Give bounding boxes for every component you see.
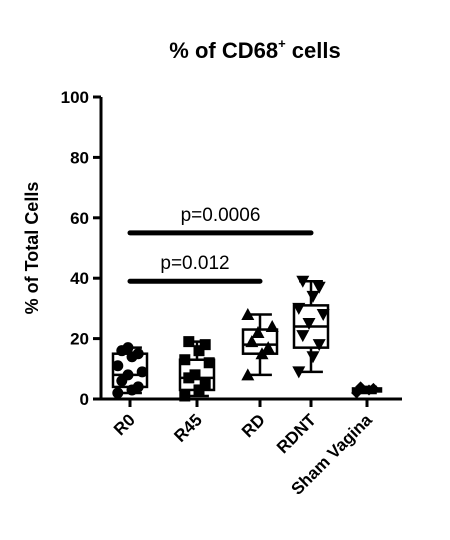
box-group-r45 — [178, 336, 216, 402]
category-label-rd: RD — [238, 410, 269, 441]
data-point — [265, 320, 279, 333]
y-tick-label-0: 0 — [80, 390, 89, 409]
category-label-rdnt: RDNT — [273, 410, 320, 457]
y-tick-label-100: 100 — [61, 88, 89, 107]
data-point — [367, 382, 379, 394]
data-point — [292, 366, 306, 379]
data-point — [136, 366, 148, 378]
y-tick-label-20: 20 — [70, 330, 89, 349]
data-point — [302, 318, 316, 330]
axes: 0 20 40 60 80 100 — [61, 88, 402, 409]
data-point — [241, 307, 255, 320]
data-point — [355, 381, 367, 393]
data-point — [199, 378, 211, 390]
data-point — [296, 275, 310, 288]
box-group-rd — [241, 307, 279, 381]
p-value-label-0: p=0.0006 — [181, 205, 261, 226]
box-group-r0 — [111, 342, 149, 399]
data-point — [132, 381, 144, 393]
data-point — [261, 341, 275, 354]
y-tick-label-60: 60 — [70, 209, 89, 228]
data-point — [306, 351, 320, 364]
data-point — [241, 368, 255, 381]
data-point — [251, 326, 265, 339]
data-point — [193, 345, 205, 357]
data-point — [183, 372, 195, 384]
significance-annotations: p=0.0006 p=0.012 — [127, 205, 314, 284]
y-tick-label-80: 80 — [70, 148, 89, 167]
p-value-label-1: p=0.012 — [160, 253, 229, 274]
chart-title: % of CD68+ cells — [169, 36, 340, 63]
data-point — [203, 357, 215, 369]
data-point — [189, 369, 201, 381]
data-point — [292, 302, 306, 315]
data-point — [193, 384, 205, 396]
box-group-rdnt — [292, 275, 330, 379]
category-label-r0: R0 — [110, 410, 139, 439]
data-point — [312, 281, 326, 294]
data-point — [312, 339, 326, 352]
data-point — [255, 347, 269, 360]
data-point — [112, 360, 124, 372]
y-axis-label: % of Total Cells — [22, 182, 42, 315]
category-label-r45: R45 — [170, 410, 205, 445]
data-point — [179, 390, 191, 402]
data-point — [296, 330, 310, 343]
data-point — [132, 348, 144, 360]
data-point — [183, 336, 195, 348]
data-point — [179, 354, 191, 366]
box-group-sham-vagina — [351, 381, 383, 399]
y-tick-label-40: 40 — [70, 269, 89, 288]
data-point — [306, 290, 320, 303]
data-point — [245, 335, 259, 348]
box-plots — [111, 275, 383, 402]
data-point — [122, 369, 134, 381]
data-point — [112, 387, 124, 399]
data-point — [316, 308, 330, 321]
data-point — [199, 339, 211, 351]
data-point — [122, 342, 134, 354]
